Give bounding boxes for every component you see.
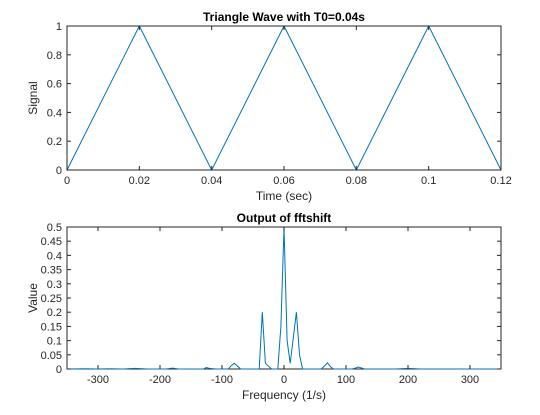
y-tick-label: 0.35 [41, 265, 62, 277]
y-tick-label: 0.15 [41, 321, 62, 333]
x-tick-label: 300 [461, 374, 479, 386]
x-tick-label: 0.06 [273, 175, 294, 187]
y-tick-label: 0.3 [47, 279, 62, 291]
x-tick-label: -100 [211, 374, 233, 386]
x-tick-label: 0 [64, 175, 70, 187]
x-tick-label: 0 [281, 374, 287, 386]
x-tick-label: 0.08 [346, 175, 367, 187]
chart-2: -300 -200 -100 0 100 200 300 0 0.05 0.1 0.15 0.2 0.2… [26, 211, 502, 402]
x-tick-label: -300 [87, 374, 109, 386]
y-tick-label: 0.4 [47, 107, 62, 119]
y-tick-label: 1 [56, 21, 62, 33]
y-tick-label: 0.2 [47, 136, 62, 148]
x-axis-label: Time (sec) [256, 189, 312, 203]
y-axis-label: Signal [26, 81, 40, 114]
y-tick-label: 0.6 [47, 79, 62, 91]
series-line-1 [66, 226, 501, 370]
y-tick-label: 0.8 [47, 50, 62, 62]
y-tick-label: 0.1 [47, 336, 62, 348]
chart-title: Triangle Wave with T0=0.04s [203, 10, 365, 24]
y-tick-label: 0 [56, 364, 62, 376]
x-tick-label: 100 [337, 374, 355, 386]
y-axis-label: Value [26, 283, 40, 313]
y-tick-label: 0.5 [47, 222, 62, 234]
y-tick-label: 0.4 [47, 250, 62, 262]
plot-area [66, 25, 502, 171]
x-tick-label: 0.02 [129, 175, 150, 187]
y-tick-label: 0.2 [47, 307, 62, 319]
x-axis-label: Frequency (1/s) [242, 388, 326, 402]
x-tick-label: 0.12 [490, 175, 511, 187]
y-tick-label: 0.05 [41, 350, 62, 362]
chart-1: 0 0.02 0.04 0.06 0.08 0.1 0.12 0 0.2 0.4 0.6 0.8 1 Tr… [26, 10, 512, 203]
x-tick-label: 200 [399, 374, 417, 386]
x-tick-label: 0.1 [421, 175, 436, 187]
plot-area [66, 226, 502, 370]
x-tick-label: -200 [149, 374, 171, 386]
x-tick-label: 0.04 [201, 175, 222, 187]
y-tick-label: 0 [56, 165, 62, 177]
chart-title: Output of fftshift [237, 211, 332, 225]
y-tick-label: 0.45 [41, 236, 62, 248]
y-tick-label: 0.25 [41, 293, 62, 305]
